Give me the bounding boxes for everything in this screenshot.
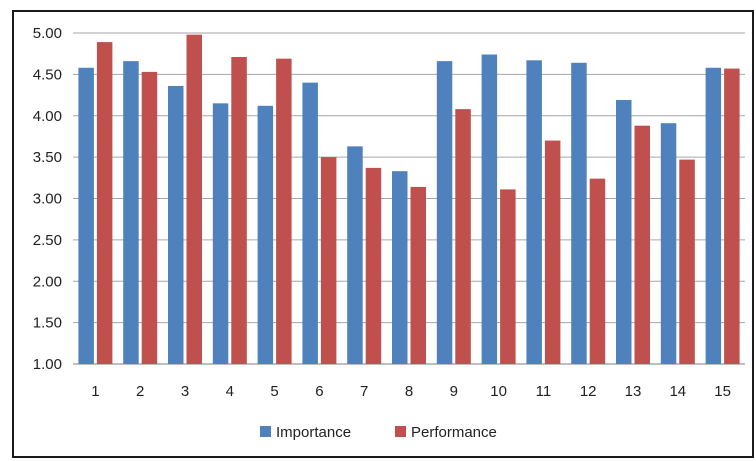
legend-label-performance: Performance bbox=[411, 424, 497, 441]
x-tick-label: 12 bbox=[580, 383, 597, 400]
bar-performance bbox=[589, 178, 606, 364]
x-axis-tick-labels: 1 2 3 4 5 6 7 8 9 10 11 12 13 14 15 bbox=[91, 383, 731, 400]
bar-importance bbox=[257, 105, 274, 364]
x-tick-label: 2 bbox=[136, 383, 144, 400]
bar-importance bbox=[212, 103, 229, 365]
bar-performance bbox=[634, 125, 650, 365]
bar-performance bbox=[544, 140, 561, 364]
bar-performance bbox=[679, 159, 695, 364]
x-tick-label: 1 bbox=[91, 383, 99, 400]
bar-importance bbox=[660, 123, 677, 364]
y-tick-label: 2.50 bbox=[33, 232, 62, 249]
legend: Importance Performance bbox=[260, 424, 497, 441]
legend-swatch-performance bbox=[395, 426, 406, 437]
bar-importance bbox=[436, 61, 453, 364]
legend-label-importance: Importance bbox=[276, 424, 351, 441]
x-tick-label: 7 bbox=[360, 383, 368, 400]
x-tick-label: 6 bbox=[315, 383, 323, 400]
bar-importance bbox=[705, 67, 722, 364]
bar-performance bbox=[276, 58, 292, 365]
bar-importance bbox=[123, 61, 139, 364]
y-tick-label: 4.50 bbox=[33, 66, 62, 83]
legend-swatch-importance bbox=[260, 426, 271, 437]
x-tick-label: 3 bbox=[181, 383, 189, 400]
bar-importance bbox=[392, 171, 408, 364]
x-tick-label: 9 bbox=[450, 383, 458, 400]
x-tick-label: 10 bbox=[490, 383, 507, 400]
y-tick-label: 3.00 bbox=[33, 191, 62, 208]
bar-performance bbox=[96, 42, 113, 364]
bar-importance bbox=[302, 82, 318, 365]
bar-performance bbox=[500, 189, 516, 364]
bar-performance bbox=[231, 56, 247, 365]
x-tick-label: 13 bbox=[625, 383, 642, 400]
gridlines bbox=[73, 32, 745, 365]
bar-importance bbox=[168, 85, 184, 365]
bar-importance bbox=[481, 54, 498, 364]
bar-performance bbox=[455, 109, 471, 364]
bar-performance bbox=[320, 157, 337, 364]
x-tick-label: 4 bbox=[226, 383, 234, 400]
bars bbox=[78, 34, 740, 365]
x-tick-label: 8 bbox=[405, 383, 413, 400]
y-tick-label: 3.50 bbox=[33, 149, 62, 166]
bar-importance bbox=[526, 60, 542, 365]
bar-importance bbox=[616, 100, 632, 364]
bar-performance bbox=[724, 68, 740, 365]
x-tick-label: 15 bbox=[714, 383, 731, 400]
x-tick-label: 11 bbox=[536, 383, 552, 400]
y-tick-label: 2.00 bbox=[33, 273, 62, 290]
y-tick-label: 1.00 bbox=[33, 356, 62, 373]
y-tick-label: 4.00 bbox=[33, 108, 62, 125]
x-tick-label: 5 bbox=[270, 383, 278, 400]
y-tick-label: 1.50 bbox=[33, 315, 62, 332]
bar-performance bbox=[410, 186, 426, 364]
bar-performance bbox=[141, 71, 158, 364]
bar-importance bbox=[571, 62, 587, 364]
bar-performance bbox=[365, 167, 382, 364]
bar-importance bbox=[347, 146, 363, 364]
y-axis-tick-labels: 1.00 1.50 2.00 2.50 3.00 3.50 4.00 4.50 5.00 bbox=[33, 25, 62, 373]
x-tick-label: 14 bbox=[669, 383, 686, 400]
y-tick-label: 5.00 bbox=[33, 25, 62, 42]
bar-importance bbox=[78, 67, 94, 364]
bar-performance bbox=[186, 34, 202, 364]
